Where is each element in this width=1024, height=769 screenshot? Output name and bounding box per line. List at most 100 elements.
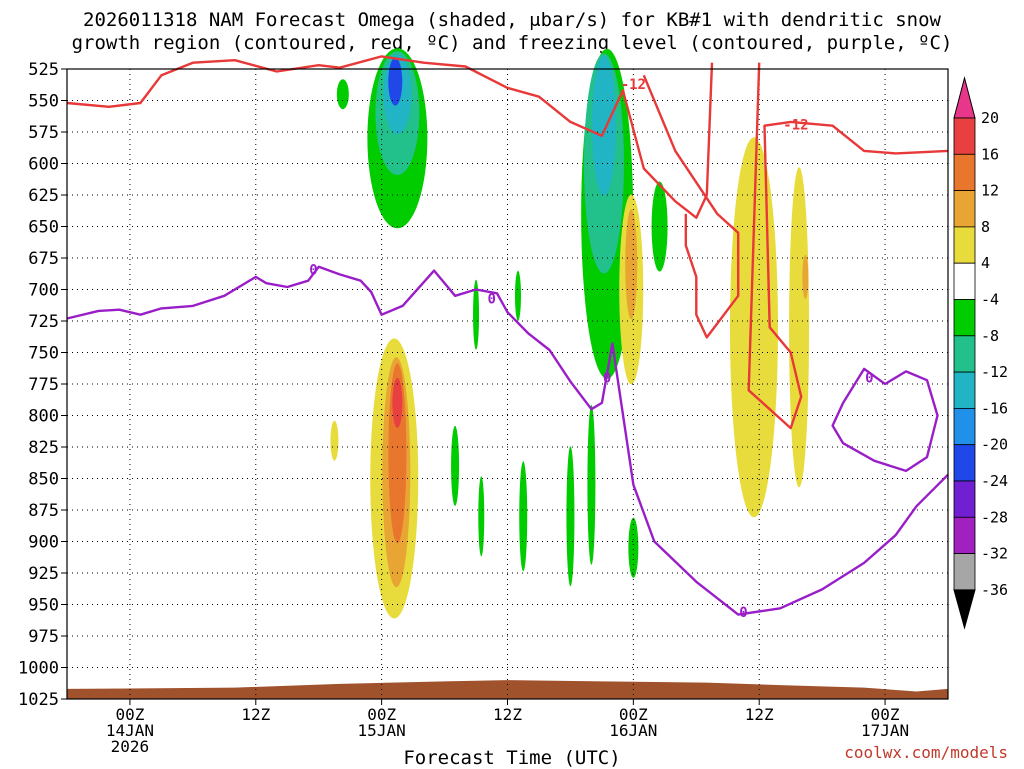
x-tick-label: 00Z xyxy=(871,705,900,724)
omega-rise-streak xyxy=(519,461,528,572)
y-tick-label: 950 xyxy=(28,596,59,616)
x-tick-label: 00Z xyxy=(619,705,648,724)
omega-sink-3-core xyxy=(802,254,809,299)
x-tick-label: 14JAN xyxy=(106,721,154,740)
y-tick-label: 825 xyxy=(28,438,59,458)
omega-sink-3-outer xyxy=(729,137,778,518)
omega-rise-streak xyxy=(451,425,460,506)
colorbar-label: -28 xyxy=(981,508,1008,526)
colorbar-segment xyxy=(953,226,976,264)
colorbar-label: -24 xyxy=(981,472,1008,490)
omega-rise-1-core xyxy=(388,57,403,106)
colorbar-label: -32 xyxy=(981,545,1008,563)
colorbar: 20 16 12 8 4 -4 -8 -12 -16 -20 -24 -28 -32 -36 xyxy=(953,76,1008,630)
colorbar-segment xyxy=(953,444,976,482)
omega-rise-2-inner xyxy=(591,55,616,196)
y-tick-label: 800 xyxy=(28,407,59,427)
y-tick-label: 525 xyxy=(28,60,59,80)
y-tick-label: 925 xyxy=(28,564,59,584)
colorbar-segment xyxy=(953,299,976,337)
contour-line xyxy=(831,367,939,473)
colorbar-segment xyxy=(953,553,976,591)
y-tick-label: 775 xyxy=(28,375,59,395)
x-tick-label: 00Z xyxy=(367,705,396,724)
contour-label: 0 xyxy=(739,605,747,621)
x-tick-label: 12Z xyxy=(241,705,270,724)
omega-rise-streak xyxy=(473,279,480,350)
colorbar-segment xyxy=(953,371,976,409)
omega-rise-3 xyxy=(651,181,668,272)
y-tick-label: 1000 xyxy=(18,659,59,679)
y-tick-label: 575 xyxy=(28,123,59,143)
omega-sink-small xyxy=(330,420,339,461)
y-tick-label: 600 xyxy=(28,155,59,175)
contour-line xyxy=(642,74,740,339)
omega-rise-streak xyxy=(514,270,521,321)
contour-label: 0 xyxy=(488,291,496,307)
x-tick-label: 12Z xyxy=(493,705,522,724)
colorbar-label: 8 xyxy=(981,218,990,236)
y-tick-label: 900 xyxy=(28,533,59,553)
colorbar-segment xyxy=(953,480,976,518)
omega-rise-streak xyxy=(566,446,575,587)
contour-label: 0 xyxy=(309,262,317,278)
y-tick-label: 550 xyxy=(28,92,59,112)
x-tick-label: 15JAN xyxy=(358,721,406,740)
colorbar-bottom-arrow xyxy=(953,589,976,630)
colorbar-label: -12 xyxy=(981,363,1008,381)
contour-label: -12 xyxy=(783,117,808,133)
contour-line xyxy=(747,62,949,430)
colorbar-segment xyxy=(953,153,976,192)
y-tick-label: 875 xyxy=(28,501,59,521)
contour-label: 0 xyxy=(603,371,611,387)
x-tick-label: 00Z xyxy=(115,705,144,724)
omega-sink-1-core xyxy=(392,377,403,428)
credit-link[interactable]: coolwx.com/models xyxy=(844,743,1008,762)
colorbar-label: 16 xyxy=(981,145,999,163)
y-tick-label: 650 xyxy=(28,218,59,238)
colorbar-segment xyxy=(953,407,976,446)
y-tick-label: 975 xyxy=(28,627,59,647)
y-axis-ticks: 525 550 575 600 625 650 675 700 725 750 775 800 825 8… xyxy=(18,60,67,710)
omega-sink-2-inner xyxy=(625,209,638,320)
colorbar-segment xyxy=(953,335,976,373)
x-tick-label: 16JAN xyxy=(609,721,657,740)
omega-rise-streak xyxy=(628,517,639,578)
omega-sink-3-col xyxy=(789,167,810,488)
colorbar-label: -4 xyxy=(981,291,999,309)
colorbar-label: -36 xyxy=(981,581,1008,599)
y-tick-label: 700 xyxy=(28,281,59,301)
colorbar-segment xyxy=(953,516,976,554)
colorbar-segment xyxy=(953,262,976,300)
omega-rise-streak xyxy=(478,476,485,557)
colorbar-label: 20 xyxy=(981,109,999,127)
x-tick-label: 12Z xyxy=(745,705,774,724)
colorbar-label: -8 xyxy=(981,327,999,345)
chart-title-line1: 2026011318 NAM Forecast Omega (shaded, μ… xyxy=(83,9,941,31)
colorbar-label: 12 xyxy=(981,182,999,200)
x-tick-label: 2026 xyxy=(111,737,150,756)
colorbar-top-arrow xyxy=(953,76,976,119)
x-axis-title: Forecast Time (UTC) xyxy=(403,747,621,769)
y-tick-label: 1025 xyxy=(18,690,59,710)
y-tick-label: 625 xyxy=(28,186,59,206)
y-tick-label: 750 xyxy=(28,344,59,364)
omega-rise-streak xyxy=(336,79,349,110)
omega-rise-streak xyxy=(587,404,596,565)
colorbar-segment xyxy=(953,117,976,155)
y-tick-label: 850 xyxy=(28,470,59,490)
y-tick-label: 725 xyxy=(28,312,59,332)
colorbar-label: -20 xyxy=(981,436,1008,454)
colorbar-label: -16 xyxy=(981,399,1008,417)
contour-labels: 0 0 0 0 0 -12 -12 xyxy=(309,77,873,621)
chart-title-line2: growth region (contoured, red, ºC) and f… xyxy=(71,32,953,54)
y-tick-label: 675 xyxy=(28,249,59,269)
colorbar-label: 4 xyxy=(981,254,990,272)
contour-line xyxy=(66,265,949,616)
colorbar-segment xyxy=(953,190,976,228)
contour-label: 0 xyxy=(865,371,873,387)
contour-label: -12 xyxy=(621,77,646,93)
x-tick-label: 17JAN xyxy=(861,721,909,740)
